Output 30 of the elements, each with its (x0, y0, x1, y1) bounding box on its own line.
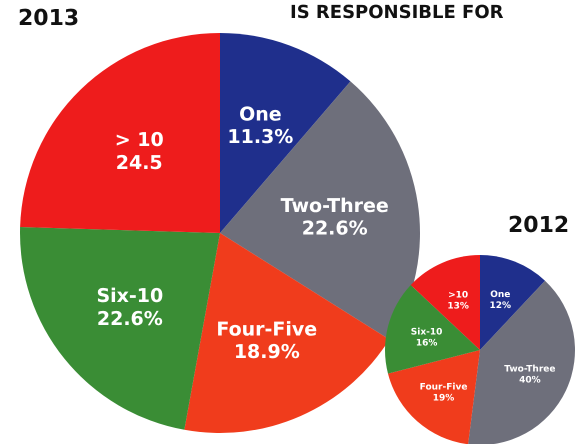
slice-label: >10 (448, 290, 468, 301)
pie-slice (20, 227, 220, 430)
data-label: 19% (432, 393, 454, 404)
pie-slice (468, 280, 575, 444)
chart-title: 2012 (508, 213, 570, 238)
data-label: 11.3% (227, 126, 294, 148)
pie-slice (480, 255, 546, 350)
data-label: 24.5 (116, 152, 163, 174)
data-label: 16% (416, 338, 438, 348)
slice-label: One (239, 103, 282, 126)
slice-label: Four-Five (216, 318, 318, 340)
slice-label: > 10 (114, 128, 164, 151)
slice-label: Two-Three (280, 194, 389, 217)
pie-slice (385, 284, 480, 374)
pie-slice (20, 33, 220, 233)
data-label: 13% (447, 301, 469, 312)
slice-label: Two-Three (504, 364, 556, 375)
data-label: 22.6% (96, 308, 163, 330)
pie-slice (388, 350, 480, 444)
slice-label: Six-10 (96, 285, 164, 308)
pie-slice (410, 255, 480, 350)
data-label: 18.9% (234, 341, 300, 364)
slice-label: Four-Five (420, 382, 468, 393)
data-label: 12% (490, 300, 512, 311)
data-label: 22.6% (302, 218, 368, 240)
slice-label: Six-10 (410, 327, 442, 338)
chart-title: 2013 (18, 6, 80, 31)
slice-label: One (490, 290, 510, 300)
text: IS RESPONSIBLE FOR (290, 2, 504, 23)
data-label: 40% (519, 375, 541, 386)
